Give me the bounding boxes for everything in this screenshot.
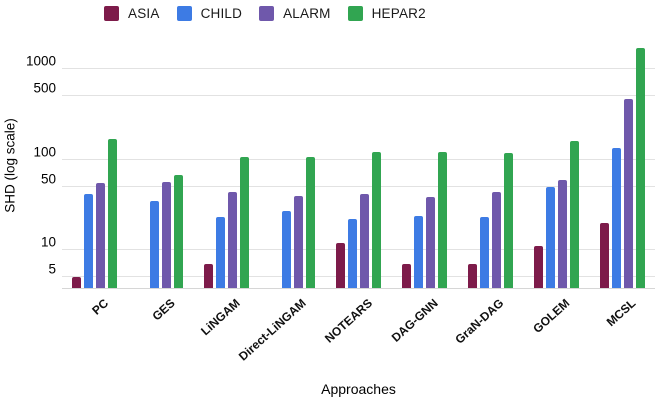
bar-hepar2-pc [108,138,118,288]
bar-child-lingam [216,217,226,288]
bar-alarm-dag-gnn [425,196,435,288]
bar-child-gran-dag [479,217,489,288]
bar-child-mcsl [611,147,621,288]
bar-alarm-ges [162,181,172,288]
gridline-500 [62,95,655,97]
bar-child-golem [545,186,555,288]
legend-item-child: CHILD [176,6,243,21]
x-tick-label-direct-lingam: Direct-LiNGAM [236,296,309,364]
y-tick-label: 1000 [25,53,56,69]
bar-hepar2-gran-dag [503,153,513,288]
legend: ASIA CHILD ALARM HEPAR2 [104,6,426,21]
bar-child-notears [348,219,357,288]
legend-item-hepar2: HEPAR2 [347,6,426,21]
bar-alarm-notears [360,193,369,288]
bar-hepar2-mcsl [635,48,645,288]
y-tick-label: 100 [33,144,56,160]
y-tick-label: 10 [40,234,56,250]
bar-hepar2-ges [174,174,184,288]
gridline-1000 [62,68,655,70]
bar-alarm-direct-lingam [294,195,304,288]
bar-hepar2-direct-lingam [306,156,316,288]
legend-swatch-icon [259,6,275,21]
bar-alarm-lingam [228,191,238,288]
bar-asia-mcsl [599,222,609,288]
bar-asia-golem [533,246,543,288]
x-tick-label-golem: GOLEM [530,296,573,336]
bar-hepar2-dag-gnn [437,152,447,288]
x-tick-label-mcsl: MCSL [603,296,639,330]
gridline-50 [62,185,655,187]
bar-child-ges [150,200,160,288]
legend-item-asia: ASIA [104,6,160,21]
bar-hepar2-lingam [240,156,250,288]
bar-alarm-pc [96,183,106,288]
bar-child-pc [84,193,94,288]
plot-area: PC GES LiNGAM Direct-LiNGAM NOTEARS DAG-GNN Gr… [62,45,655,364]
y-tick-label: 50 [40,171,56,187]
x-tick-label-gran-dag: GraN-DAG [452,296,507,347]
legend-label: ALARM [283,6,331,21]
legend-item-alarm: ALARM [259,6,331,21]
bar-asia-lingam [204,264,214,288]
legend-swatch-icon [104,6,119,21]
bar-asia-notears [336,242,345,288]
bar-child-dag-gnn [413,215,423,288]
y-tick-label: 5 [48,261,56,277]
x-tick-label-notears: NOTEARS [321,296,375,346]
legend-label: ASIA [128,6,160,21]
bar-alarm-gran-dag [491,191,501,288]
gridline-10 [62,249,655,251]
gridline-100 [62,158,655,160]
gridline-5 [62,276,655,278]
x-axis-title: Approaches [321,381,396,397]
y-tick-label: 500 [33,80,56,96]
x-tick-label-lingam: LiNGAM [198,296,244,339]
legend-label: HEPAR2 [371,6,426,21]
y-axis-tick-labels: 5 10 50 100 500 1000 [0,45,56,288]
bar-hepar2-golem [569,141,579,288]
bar-alarm-golem [557,179,567,288]
bar-alarm-mcsl [623,99,633,288]
legend-swatch-icon [347,6,363,21]
bar-asia-dag-gnn [401,264,411,288]
bar-child-direct-lingam [282,211,292,288]
bar-asia-pc [72,277,82,288]
x-tick-label-pc: PC [89,296,112,318]
bar-asia-gran-dag [467,264,477,288]
legend-label: CHILD [200,6,243,21]
x-tick-label-ges: GES [149,296,178,324]
bar-hepar2-notears [372,152,381,288]
x-tick-label-dag-gnn: DAG-GNN [388,296,441,345]
legend-swatch-icon [176,6,192,21]
